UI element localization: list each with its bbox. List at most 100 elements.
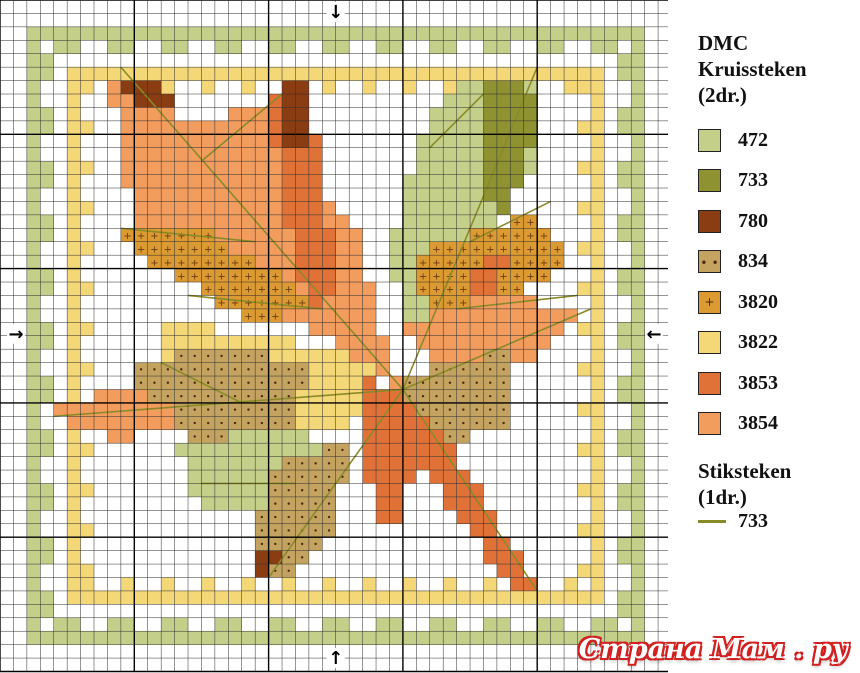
- stitch-cell: [282, 134, 296, 148]
- stitch-symbol: [274, 368, 277, 371]
- stitch-cell: [26, 577, 41, 591]
- stitch-cell: [443, 631, 457, 645]
- stitch-cell: [134, 416, 148, 430]
- stitch-cell: [241, 214, 256, 229]
- stitch-cell: [496, 282, 511, 296]
- stitch-symbol: [247, 381, 250, 384]
- stitch-cell: [590, 483, 605, 497]
- stitch-cell: [617, 335, 632, 350]
- stitch-cell: [26, 94, 41, 108]
- stitch-cell: [496, 188, 511, 202]
- swatch-icon: [698, 169, 721, 193]
- stitch-cell: [590, 134, 605, 148]
- stitch-cell: [510, 241, 524, 256]
- stitch-cell: [255, 308, 269, 323]
- stitch-symbol: [180, 381, 183, 384]
- stitch-cell: [40, 376, 54, 390]
- stitch-cell: [40, 53, 54, 68]
- stitch-cell: [134, 107, 148, 121]
- stitch-cell: [26, 241, 41, 256]
- stitch-cell: [389, 496, 403, 511]
- stitch-cell: [268, 282, 283, 296]
- stitch-cell: [107, 94, 121, 108]
- stitch-cell: [161, 107, 175, 121]
- stitch-symbol: +: [540, 271, 548, 282]
- stitch-cell: [147, 416, 162, 430]
- stitch-cell: [80, 564, 95, 578]
- stitch-cell: [362, 295, 377, 309]
- center-arrows: ↓ ↑ → ←: [7, 2, 663, 669]
- stitch-cell: [161, 188, 175, 202]
- center-arrow-bottom-icon: ↑: [328, 648, 343, 669]
- stitch-cell: [470, 510, 484, 524]
- stitch-cell: [456, 174, 471, 189]
- stitch-symbol: [435, 421, 438, 425]
- stitch-cell: [161, 228, 175, 242]
- stitch-cell: [617, 483, 632, 497]
- stitch-symbol: +: [499, 271, 507, 282]
- stitch-cell: [402, 188, 417, 202]
- stitch-cell: [416, 255, 430, 269]
- stitch-symbol: [300, 542, 304, 546]
- stitch-symbol: [287, 462, 290, 465]
- stitch-cell: [443, 174, 457, 189]
- stitch-cell: [282, 26, 296, 41]
- stitch-cell: [268, 295, 283, 309]
- stitch-cell: [617, 631, 632, 645]
- stitch-cell: [295, 416, 309, 430]
- stitch-cell: [67, 201, 81, 215]
- stitch-cell: [443, 80, 457, 95]
- stitch-cell: [295, 389, 309, 403]
- stitch-cell: [631, 523, 645, 538]
- stitch-cell: [255, 26, 269, 41]
- stitch-cell: [308, 255, 323, 269]
- stitch-symbol: [502, 421, 505, 425]
- stitch-symbol: [274, 394, 277, 398]
- stitch-cell: [617, 53, 632, 68]
- stitch-cell: [443, 308, 457, 323]
- stitch-cell: [80, 201, 95, 215]
- stitch-cell: [201, 255, 215, 269]
- stitch-cell: [470, 523, 484, 538]
- stitch-cell: [483, 80, 497, 95]
- stitch-cell: [26, 362, 41, 377]
- stitch-cell: [631, 496, 645, 511]
- stitch-cell: [631, 94, 645, 108]
- stitch-cell: [120, 228, 135, 242]
- stitch-cell: [496, 161, 511, 175]
- stitch-cell: [26, 53, 41, 68]
- center-arrow-top-icon-bg: [326, 2, 345, 22]
- stitch-cell: [134, 174, 148, 189]
- stitch-cell: [308, 174, 323, 189]
- stitch-cell: [255, 564, 269, 578]
- stitch-cell: [67, 523, 81, 538]
- stitch-cell: [564, 631, 578, 645]
- stitch-cell: [188, 590, 202, 605]
- stitch-cell: [631, 241, 645, 256]
- stitch-cell: [590, 322, 605, 336]
- stitch-cell: [577, 120, 591, 135]
- stitch-cell: [349, 631, 363, 645]
- stitch-cell: [214, 590, 229, 605]
- stitch-symbol: [233, 408, 237, 411]
- stitch-symbol: [274, 515, 277, 519]
- stitch-cell: [308, 402, 323, 417]
- stitch-cell: [443, 590, 457, 605]
- stitch-symbol: +: [513, 244, 521, 255]
- stitch-cell: [214, 147, 229, 162]
- stitch-cell: [228, 456, 242, 471]
- stitch-cell: [255, 631, 269, 645]
- stitch-cell: [631, 550, 645, 565]
- stitch-cell: [120, 577, 135, 591]
- stitch-symbol: [462, 368, 465, 371]
- stitch-cell: [322, 241, 336, 256]
- stitch-cell: [67, 67, 81, 81]
- stitch-cell: [295, 402, 309, 417]
- stitch-symbol: +: [164, 231, 172, 242]
- stitch-cell: [214, 268, 229, 283]
- stitch-cell: [617, 443, 632, 457]
- stitch-cell: [201, 120, 215, 135]
- stitch-symbol: [260, 421, 264, 425]
- stitch-cell: [631, 429, 645, 444]
- stitch-cell: [53, 40, 68, 54]
